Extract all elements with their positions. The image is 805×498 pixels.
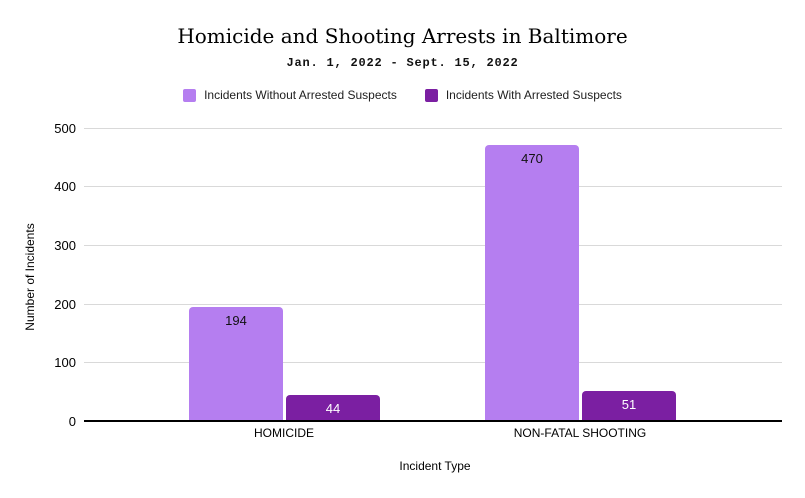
legend: Incidents Without Arrested Suspects Incid… (0, 88, 805, 102)
legend-item-1: Incidents With Arrested Suspects (424, 88, 622, 102)
y-axis-title: Number of Incidents (23, 223, 37, 331)
y-tick-label-300: 300 (54, 238, 76, 253)
y-tick-label-500: 500 (54, 121, 76, 136)
bar-non-fatal-shooting-series-0 (485, 145, 579, 421)
bar-non-fatal-shooting-series-1 (582, 391, 676, 421)
x-axis-line (84, 420, 782, 422)
legend-item-0: Incidents Without Arrested Suspects (183, 88, 397, 102)
bar-homicide-series-0 (189, 307, 283, 421)
x-category-label-1: NON-FATAL SHOOTING (513, 426, 647, 440)
gridline-200 (84, 304, 782, 305)
legend-label: Incidents Without Arrested Suspects (204, 88, 397, 102)
x-axis-title: Incident Type (399, 459, 471, 473)
legend-label: Incidents With Arrested Suspects (445, 88, 622, 102)
bar-value-label: 194 (225, 313, 247, 328)
chart-title: Homicide and Shooting Arrests in Baltimo… (177, 24, 628, 48)
bar-homicide-series-1 (286, 395, 380, 421)
y-tick-label-200: 200 (54, 297, 76, 312)
y-tick-label-0: 0 (68, 414, 76, 429)
y-tick-label-100: 100 (54, 355, 76, 370)
y-tick-label-400: 400 (54, 179, 76, 194)
gridline-400 (84, 186, 782, 187)
legend-swatch-icon (183, 88, 197, 102)
bar-value-label: 470 (521, 151, 543, 166)
chart-subtitle: Jan. 1, 2022 - Sept. 15, 2022 (286, 56, 519, 70)
legend-swatch-icon (424, 88, 438, 102)
gridline-300 (84, 245, 782, 246)
gridline-100 (84, 362, 782, 363)
gridline-500 (84, 128, 782, 129)
bar-value-label: 51 (621, 397, 637, 412)
x-category-label-0: HOMICIDE (254, 426, 314, 440)
bar-value-label: 44 (325, 401, 341, 416)
